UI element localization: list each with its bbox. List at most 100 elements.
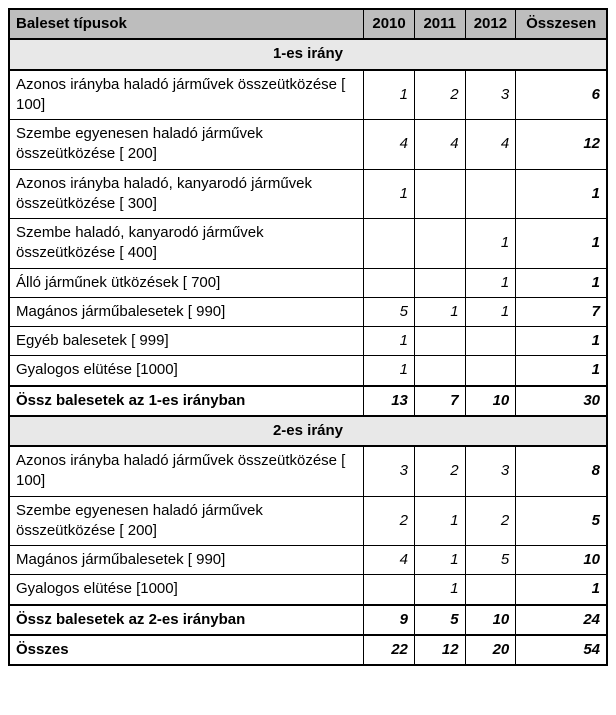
cell-y2011: 4	[414, 120, 465, 170]
table-row: Szembe haladó, kanyarodó járművek összeü…	[9, 219, 607, 269]
section-title: 2-es irány	[9, 416, 607, 446]
table-row: Gyalogos elütése [1000]11	[9, 356, 607, 386]
cell-total: 1	[516, 356, 607, 386]
cell-y2011: 7	[414, 386, 465, 416]
col-header-2012: 2012	[465, 9, 516, 39]
cell-y2012: 2	[465, 496, 516, 546]
cell-y2012: 10	[465, 605, 516, 635]
cell-y2011: 5	[414, 605, 465, 635]
table-row: Álló járműnek ütközések [ 700] 11	[9, 268, 607, 297]
cell-y2012	[465, 169, 516, 219]
row-label: Magános járműbalesetek [ 990]	[9, 297, 364, 326]
cell-y2010: 2	[364, 496, 415, 546]
cell-y2012: 1	[465, 297, 516, 326]
cell-y2011: 1	[414, 546, 465, 575]
header-row: Baleset típusok 2010 2011 2012 Összesen	[9, 9, 607, 39]
cell-total: 24	[516, 605, 607, 635]
table-row: Azonos irányba haladó, kanyarodó járműve…	[9, 169, 607, 219]
table-row: Összes22122054	[9, 635, 607, 665]
section-header: 1-es irány	[9, 39, 607, 69]
cell-y2010: 5	[364, 297, 415, 326]
table-row: Gyalogos elütése [1000]11	[9, 575, 607, 605]
row-label: Szembe haladó, kanyarodó járművek összeü…	[9, 219, 364, 269]
cell-total: 30	[516, 386, 607, 416]
table-row: Azonos irányba haladó járművek összeütkö…	[9, 446, 607, 496]
row-label: Azonos irányba haladó, kanyarodó járműve…	[9, 169, 364, 219]
cell-total: 10	[516, 546, 607, 575]
table-row: Magános járműbalesetek [ 990]41510	[9, 546, 607, 575]
cell-y2011: 12	[414, 635, 465, 665]
cell-y2011	[414, 219, 465, 269]
cell-y2010: 13	[364, 386, 415, 416]
cell-y2012: 5	[465, 546, 516, 575]
cell-y2012: 1	[465, 219, 516, 269]
cell-total: 8	[516, 446, 607, 496]
cell-y2011: 1	[414, 297, 465, 326]
cell-total: 12	[516, 120, 607, 170]
row-label: Szembe egyenesen haladó járművek összeüt…	[9, 496, 364, 546]
cell-total: 1	[516, 219, 607, 269]
cell-y2012: 3	[465, 70, 516, 120]
cell-y2010	[364, 268, 415, 297]
cell-y2011: 2	[414, 446, 465, 496]
row-label: Összes	[9, 635, 364, 665]
row-label: Össz balesetek az 1-es irányban	[9, 386, 364, 416]
cell-y2011	[414, 169, 465, 219]
table-row: Szembe egyenesen haladó járművek összeüt…	[9, 496, 607, 546]
cell-y2012: 10	[465, 386, 516, 416]
cell-y2012: 3	[465, 446, 516, 496]
row-label: Gyalogos elütése [1000]	[9, 356, 364, 386]
cell-y2010: 4	[364, 546, 415, 575]
col-header-2011: 2011	[414, 9, 465, 39]
row-label: Szembe egyenesen haladó járművek összeüt…	[9, 120, 364, 170]
cell-total: 54	[516, 635, 607, 665]
cell-y2011: 1	[414, 575, 465, 605]
cell-y2012: 20	[465, 635, 516, 665]
cell-y2011	[414, 327, 465, 356]
cell-y2010	[364, 575, 415, 605]
section-header: 2-es irány	[9, 416, 607, 446]
row-label: Egyéb balesetek [ 999]	[9, 327, 364, 356]
table-body: 1-es irányAzonos irányba haladó járművek…	[9, 39, 607, 665]
table-row: Szembe egyenesen haladó járművek összeüt…	[9, 120, 607, 170]
cell-total: 6	[516, 70, 607, 120]
cell-total: 7	[516, 297, 607, 326]
cell-y2010: 9	[364, 605, 415, 635]
cell-y2012	[465, 327, 516, 356]
table-row: Azonos irányba haladó járművek összeütkö…	[9, 70, 607, 120]
cell-y2012: 4	[465, 120, 516, 170]
cell-y2010: 1	[364, 70, 415, 120]
cell-y2011	[414, 268, 465, 297]
cell-y2011: 2	[414, 70, 465, 120]
row-label: Magános járműbalesetek [ 990]	[9, 546, 364, 575]
cell-y2010: 4	[364, 120, 415, 170]
cell-total: 5	[516, 496, 607, 546]
row-label: Össz balesetek az 2-es irányban	[9, 605, 364, 635]
cell-y2010: 22	[364, 635, 415, 665]
cell-y2010: 1	[364, 169, 415, 219]
cell-y2012	[465, 356, 516, 386]
cell-y2011	[414, 356, 465, 386]
cell-y2010: 1	[364, 327, 415, 356]
table-row: Magános járműbalesetek [ 990]5117	[9, 297, 607, 326]
col-header-2010: 2010	[364, 9, 415, 39]
cell-y2010: 1	[364, 356, 415, 386]
row-label: Azonos irányba haladó járművek összeütkö…	[9, 70, 364, 120]
table-row: Össz balesetek az 2-es irányban951024	[9, 605, 607, 635]
row-label: Álló járműnek ütközések [ 700]	[9, 268, 364, 297]
cell-y2010	[364, 219, 415, 269]
cell-total: 1	[516, 575, 607, 605]
cell-total: 1	[516, 169, 607, 219]
cell-total: 1	[516, 268, 607, 297]
col-header-total: Összesen	[516, 9, 607, 39]
table-row: Össz balesetek az 1-es irányban1371030	[9, 386, 607, 416]
cell-total: 1	[516, 327, 607, 356]
cell-y2011: 1	[414, 496, 465, 546]
cell-y2012: 1	[465, 268, 516, 297]
cell-y2012	[465, 575, 516, 605]
row-label: Azonos irányba haladó járművek összeütkö…	[9, 446, 364, 496]
col-header-label: Baleset típusok	[9, 9, 364, 39]
cell-y2010: 3	[364, 446, 415, 496]
section-title: 1-es irány	[9, 39, 607, 69]
table-row: Egyéb balesetek [ 999]11	[9, 327, 607, 356]
